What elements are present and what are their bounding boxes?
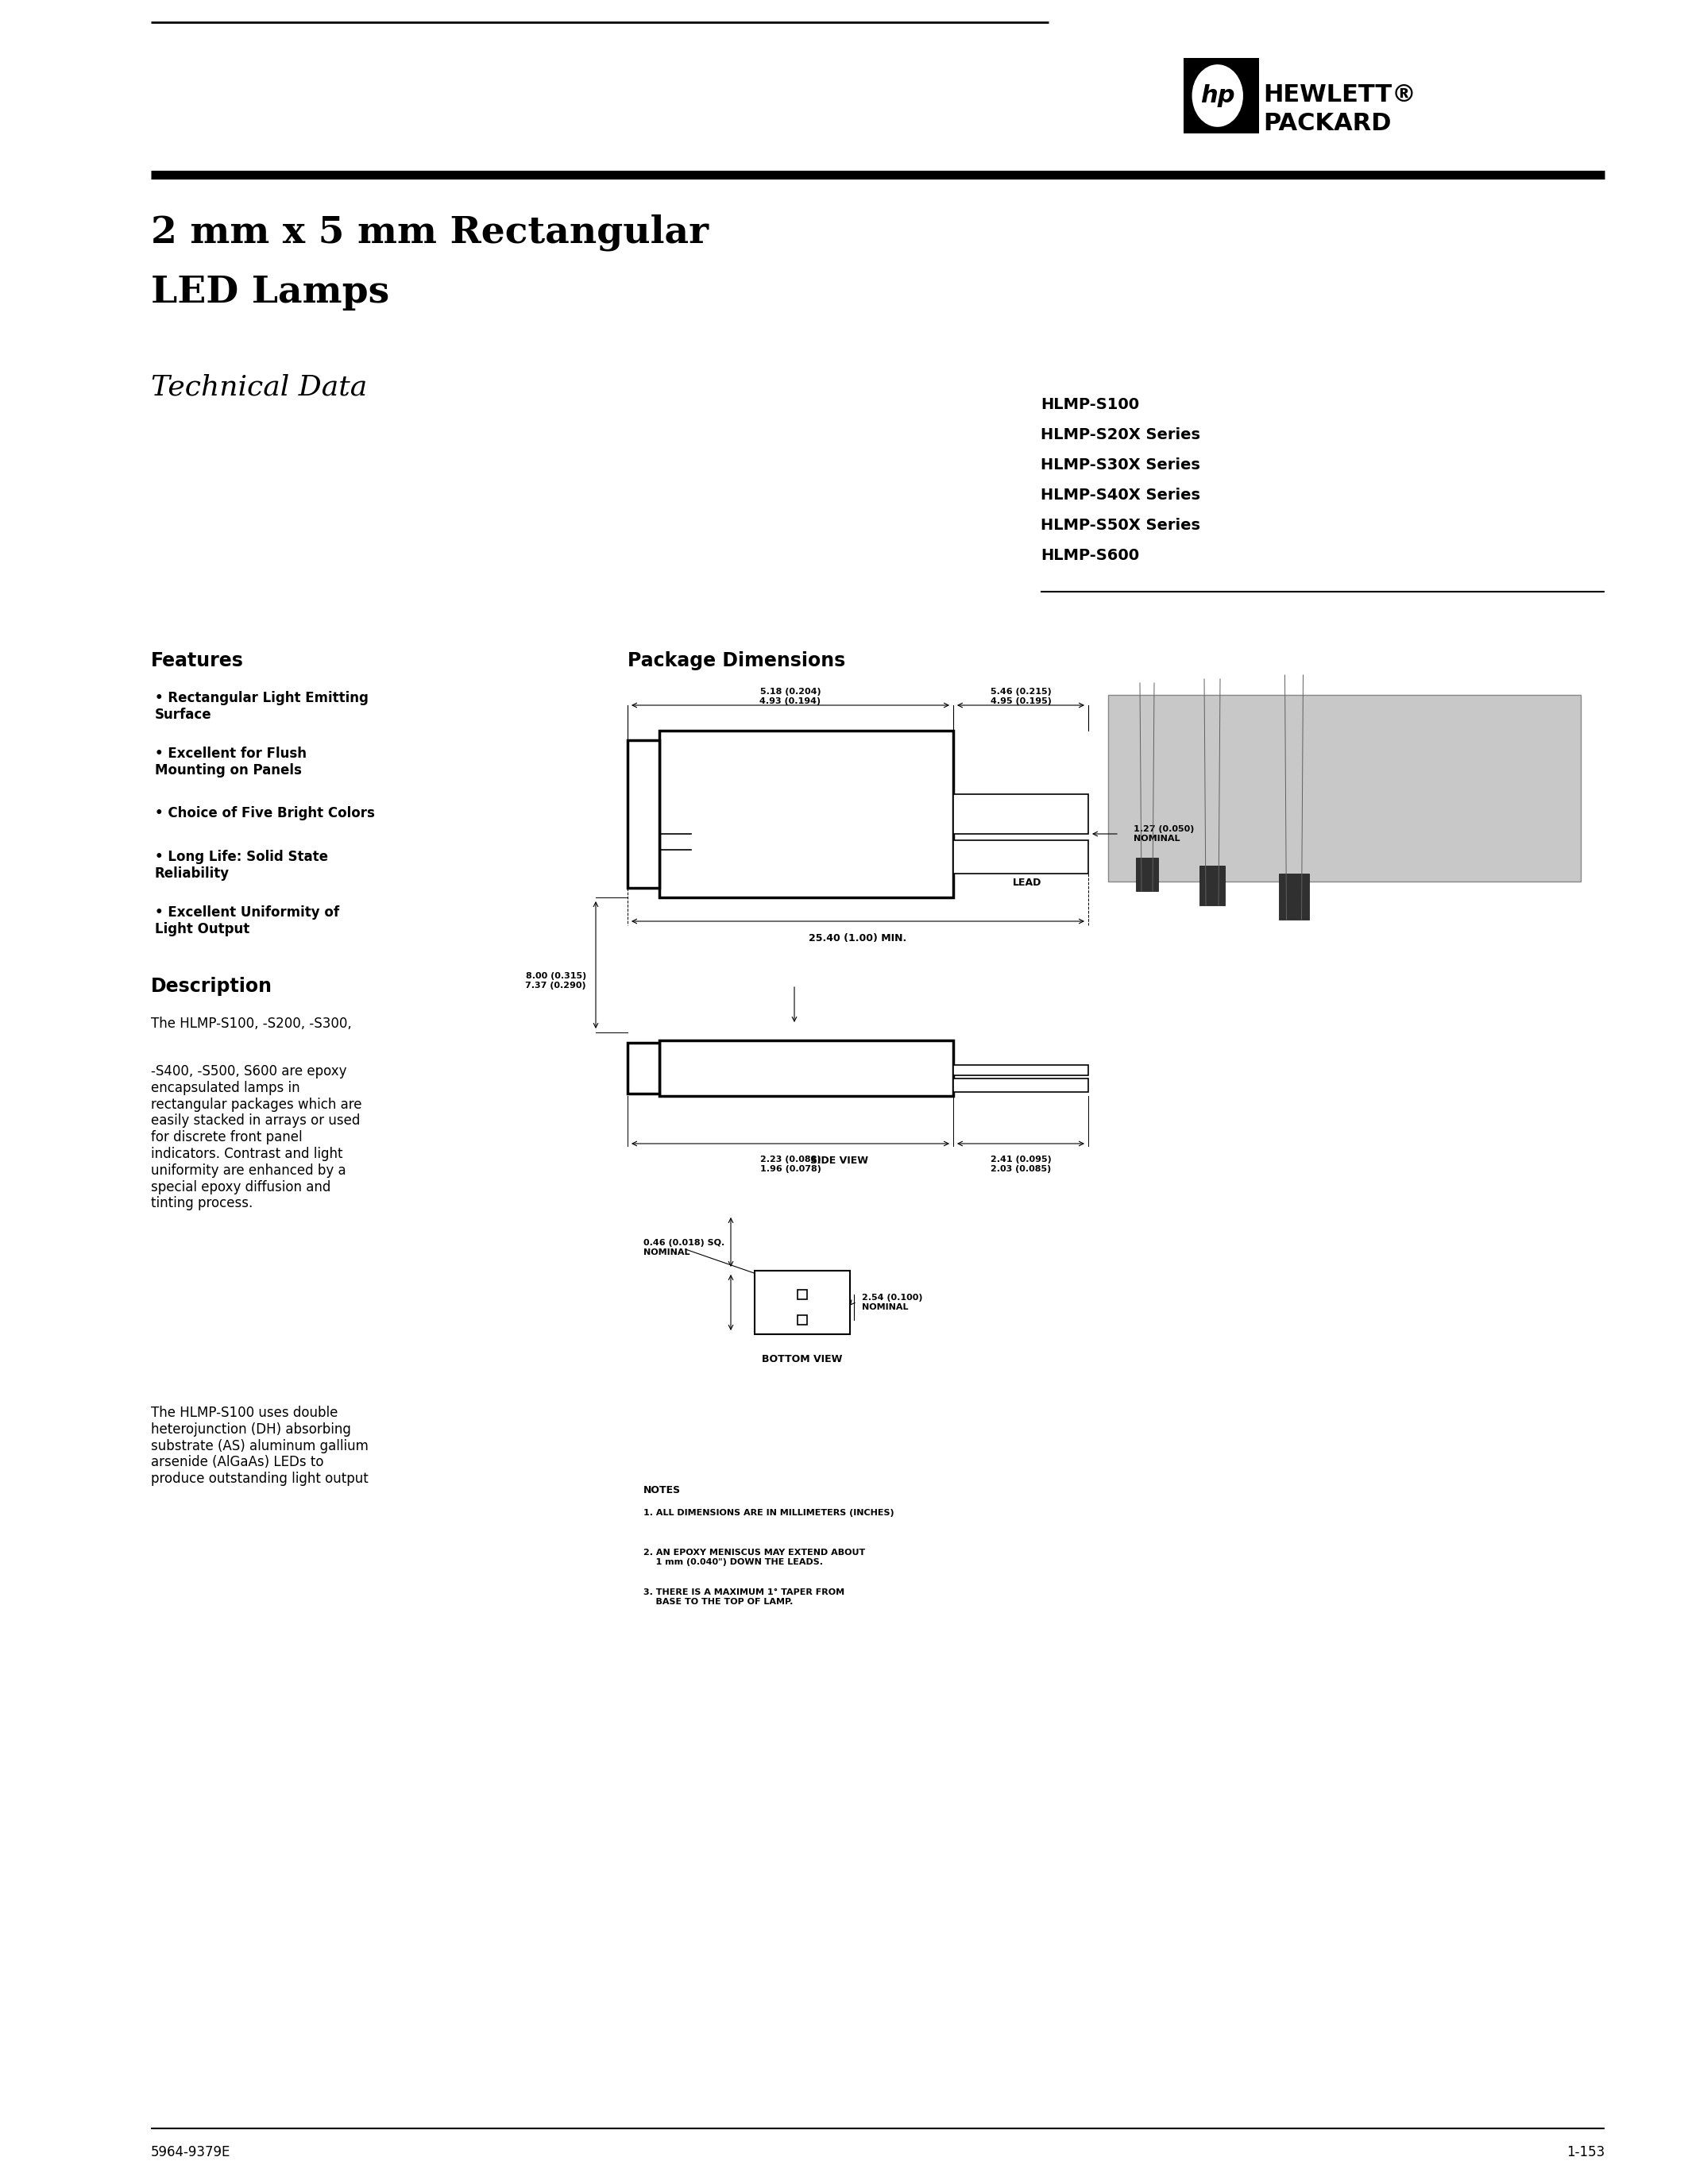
- Bar: [660, 732, 954, 898]
- Text: 2.23 (0.088)
1.96 (0.078): 2.23 (0.088) 1.96 (0.078): [760, 1155, 820, 1173]
- Ellipse shape: [1192, 63, 1244, 129]
- Bar: [628, 740, 660, 889]
- Text: 1.27 (0.050)
NOMINAL: 1.27 (0.050) NOMINAL: [1134, 826, 1193, 843]
- Text: HLMP-S30X Series: HLMP-S30X Series: [1040, 456, 1200, 472]
- Bar: [1200, 865, 1225, 906]
- Text: HLMP-S40X Series: HLMP-S40X Series: [1040, 487, 1200, 502]
- Text: 2 mm x 5 mm Rectangular: 2 mm x 5 mm Rectangular: [150, 214, 709, 251]
- Text: NOTES: NOTES: [643, 1485, 680, 1496]
- Text: PACKARD: PACKARD: [1263, 111, 1391, 135]
- Bar: [954, 841, 1089, 874]
- Bar: [1280, 874, 1310, 919]
- Text: -S400, -S500, S600 are epoxy
encapsulated lamps in
rectangular packages which ar: -S400, -S500, S600 are epoxy encapsulate…: [150, 1064, 361, 1210]
- Text: 5.18 (0.204): 5.18 (0.204): [760, 688, 820, 697]
- Bar: [954, 1066, 1089, 1075]
- Bar: [1136, 858, 1158, 891]
- Text: 2. AN EPOXY MENISCUS MAY EXTEND ABOUT
    1 mm (0.040") DOWN THE LEADS.: 2. AN EPOXY MENISCUS MAY EXTEND ABOUT 1 …: [643, 1548, 866, 1566]
- Text: LED Lamps: LED Lamps: [150, 273, 390, 310]
- Text: 5964-9379E: 5964-9379E: [150, 2145, 231, 2160]
- Bar: [755, 1271, 851, 1334]
- Text: • Choice of Five Bright Colors: • Choice of Five Bright Colors: [155, 806, 375, 821]
- Bar: [954, 1079, 1089, 1092]
- Bar: [660, 1040, 954, 1096]
- Text: 2.54 (0.100)
NOMINAL: 2.54 (0.100) NOMINAL: [863, 1293, 923, 1310]
- Text: • Excellent Uniformity of
Light Output: • Excellent Uniformity of Light Output: [155, 906, 339, 937]
- Text: 8.00 (0.315)
7.37 (0.290): 8.00 (0.315) 7.37 (0.290): [525, 972, 586, 989]
- Bar: [797, 1291, 807, 1299]
- Text: 1-153: 1-153: [1566, 2145, 1605, 2160]
- Bar: [628, 1042, 660, 1094]
- Text: 5.46 (0.215): 5.46 (0.215): [991, 688, 1052, 697]
- Text: HLMP-S100: HLMP-S100: [1040, 397, 1139, 413]
- Text: The HLMP-S100, -S200, -S300,: The HLMP-S100, -S200, -S300,: [150, 1016, 351, 1031]
- Bar: [954, 795, 1089, 834]
- Text: • Long Life: Solid State
Reliability: • Long Life: Solid State Reliability: [155, 850, 327, 880]
- Text: hp: hp: [1200, 85, 1236, 107]
- Text: Technical Data: Technical Data: [150, 373, 368, 400]
- Text: 4.95 (0.195): 4.95 (0.195): [991, 697, 1052, 705]
- Text: HLMP-S50X Series: HLMP-S50X Series: [1040, 518, 1200, 533]
- Text: SIDE VIEW: SIDE VIEW: [810, 1155, 868, 1166]
- Text: 2.41 (0.095)
2.03 (0.085): 2.41 (0.095) 2.03 (0.085): [991, 1155, 1052, 1173]
- Bar: [1183, 59, 1259, 133]
- Bar: [1107, 695, 1580, 882]
- Text: CATHODE
LEAD: CATHODE LEAD: [1013, 865, 1065, 889]
- Text: The HLMP-S100 uses double
heterojunction (DH) absorbing
substrate (AS) aluminum : The HLMP-S100 uses double heterojunction…: [150, 1406, 368, 1485]
- Text: 1. ALL DIMENSIONS ARE IN MILLIMETERS (INCHES): 1. ALL DIMENSIONS ARE IN MILLIMETERS (IN…: [643, 1509, 895, 1518]
- Text: Features: Features: [150, 651, 243, 670]
- Text: 0.46 (0.018) SQ.
NOMINAL: 0.46 (0.018) SQ. NOMINAL: [643, 1238, 724, 1256]
- Text: 25.40 (1.00) MIN.: 25.40 (1.00) MIN.: [809, 933, 906, 943]
- Text: Package Dimensions: Package Dimensions: [628, 651, 846, 670]
- Text: Description: Description: [150, 976, 272, 996]
- Text: HLMP-S600: HLMP-S600: [1040, 548, 1139, 563]
- Text: 3. THERE IS A MAXIMUM 1° TAPER FROM
    BASE TO THE TOP OF LAMP.: 3. THERE IS A MAXIMUM 1° TAPER FROM BASE…: [643, 1588, 844, 1605]
- Text: HEWLETT®: HEWLETT®: [1263, 83, 1416, 107]
- Text: • Excellent for Flush
Mounting on Panels: • Excellent for Flush Mounting on Panels: [155, 747, 307, 778]
- Text: HLMP-S20X Series: HLMP-S20X Series: [1040, 428, 1200, 443]
- Text: 4.93 (0.194): 4.93 (0.194): [760, 697, 820, 705]
- Bar: [797, 1315, 807, 1326]
- Text: • Rectangular Light Emitting
Surface: • Rectangular Light Emitting Surface: [155, 690, 368, 721]
- Text: BOTTOM VIEW: BOTTOM VIEW: [761, 1354, 842, 1365]
